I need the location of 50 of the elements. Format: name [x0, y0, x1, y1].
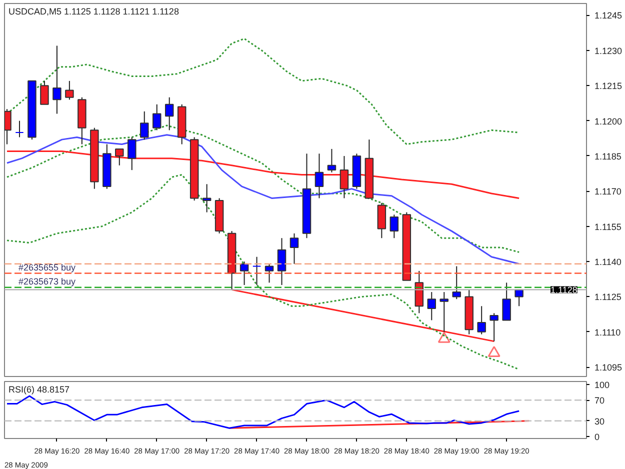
ref-line-label: 1.1128	[550, 285, 578, 296]
y-tick-label: 1.1110	[594, 327, 621, 338]
y-tick-label: 1.1185	[594, 151, 622, 162]
candlestick	[252, 256, 262, 286]
y-tick-label: 70	[594, 396, 605, 406]
y-tick-label: 1.1200	[594, 116, 622, 126]
candlestick	[490, 312, 498, 342]
y-tick-label: 1.1170	[594, 186, 622, 197]
candlestick	[140, 110, 149, 140]
candlestick	[390, 214, 399, 239]
line-series	[6, 174, 520, 370]
candlestick	[277, 238, 286, 286]
candlestick	[202, 184, 212, 213]
y-tick-label: 1.1125	[594, 292, 622, 302]
y-tick-label: 100	[594, 380, 610, 390]
candlestick	[440, 292, 448, 332]
candlestick	[452, 266, 461, 300]
candlestick	[477, 306, 486, 335]
ref-line-label: #2635655 buy	[18, 262, 76, 272]
candlestick	[264, 263, 274, 284]
line-series	[6, 124, 520, 253]
candlestick	[152, 104, 162, 131]
candlestick	[327, 148, 336, 173]
chart-title: RSI(6) 48.8157	[8, 384, 70, 394]
ref-line-label: #2635673 buy	[18, 276, 76, 286]
candlestick	[240, 261, 249, 286]
line-series	[6, 134, 520, 265]
y-tick-label: 1.1230	[594, 46, 622, 56]
candlestick	[340, 155, 349, 199]
y-tick-label: 1.1155	[594, 222, 622, 232]
chart-title: USDCAD,M5 1.1125 1.1128 1.1121 1.1128	[8, 6, 179, 16]
candlestick	[290, 232, 299, 264]
candlestick	[65, 80, 74, 100]
y-tick-label: 1.1245	[594, 10, 622, 21]
candlestick	[377, 202, 386, 239]
y-tick-label: 0	[594, 432, 600, 442]
y-tick-label: 1.1095	[594, 362, 622, 373]
candlestick	[502, 282, 511, 321]
y-tick-label: 30	[594, 416, 605, 426]
line-series	[6, 395, 520, 429]
candlestick	[115, 148, 124, 166]
candlestick	[52, 45, 62, 114]
candlestick	[128, 136, 136, 171]
y-tick-label: 1.1140	[594, 257, 622, 268]
candlestick	[164, 96, 174, 131]
candlestick	[15, 120, 24, 138]
candlestick	[314, 153, 324, 199]
y-tick-label: 1.1215	[594, 81, 622, 92]
candlestick	[427, 292, 436, 321]
candlestick	[40, 80, 49, 105]
